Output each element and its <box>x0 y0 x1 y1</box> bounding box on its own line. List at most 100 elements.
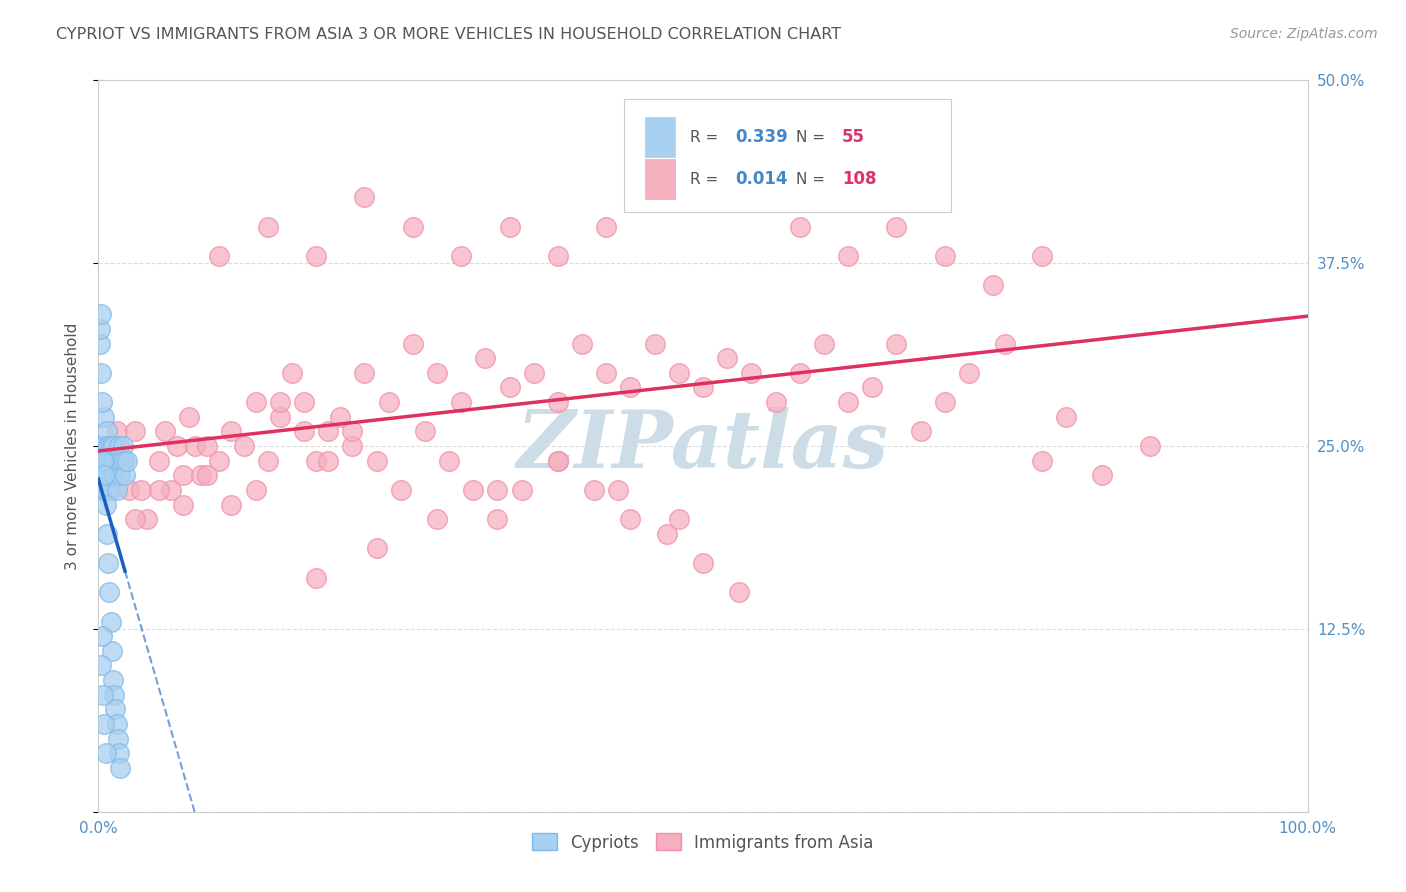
Point <box>117 453 139 467</box>
Point <box>316 425 339 439</box>
Point <box>94 483 117 497</box>
Point <box>619 380 641 394</box>
Text: 108: 108 <box>842 170 876 188</box>
Point <box>789 219 811 234</box>
Point <box>607 483 630 497</box>
Point <box>305 249 328 263</box>
Point <box>994 336 1017 351</box>
Point <box>934 249 956 263</box>
Point <box>813 336 835 351</box>
Point <box>486 512 509 526</box>
Point <box>97 468 120 483</box>
Point <box>595 366 617 380</box>
Point <box>342 425 364 439</box>
Point <box>269 395 291 409</box>
Point <box>256 219 278 234</box>
Text: 55: 55 <box>842 128 865 146</box>
Point <box>486 483 509 497</box>
Point <box>100 468 122 483</box>
Point <box>93 717 115 731</box>
Point <box>90 307 112 321</box>
Point <box>305 453 328 467</box>
Y-axis label: 3 or more Vehicles in Household: 3 or more Vehicles in Household <box>65 322 80 570</box>
Text: R =: R = <box>690 130 723 145</box>
Point <box>98 585 121 599</box>
Point <box>1139 439 1161 453</box>
Point <box>644 190 666 204</box>
Point <box>281 366 304 380</box>
Point <box>463 483 485 497</box>
Point <box>292 395 315 409</box>
FancyBboxPatch shape <box>645 117 675 158</box>
Point <box>97 439 120 453</box>
Text: Source: ZipAtlas.com: Source: ZipAtlas.com <box>1230 27 1378 41</box>
Point <box>101 468 124 483</box>
Point <box>221 425 243 439</box>
Point <box>547 395 569 409</box>
Point <box>184 439 207 453</box>
Point <box>105 483 128 497</box>
Point <box>981 278 1004 293</box>
Point <box>221 498 243 512</box>
Point <box>860 380 883 394</box>
Point <box>97 556 120 570</box>
Point <box>305 571 328 585</box>
Point <box>100 483 122 497</box>
Point <box>91 453 114 467</box>
Point <box>547 249 569 263</box>
Point <box>292 425 315 439</box>
Point <box>402 336 425 351</box>
Point <box>353 366 375 380</box>
Point <box>91 453 114 467</box>
Legend: Cypriots, Immigrants from Asia: Cypriots, Immigrants from Asia <box>526 827 880 858</box>
Point <box>118 483 141 497</box>
Point <box>789 366 811 380</box>
Point <box>547 453 569 467</box>
Point <box>692 380 714 394</box>
Point <box>269 409 291 424</box>
Point <box>366 453 388 467</box>
Point <box>135 512 157 526</box>
Point <box>96 425 118 439</box>
Point <box>124 425 146 439</box>
Point <box>256 453 278 467</box>
Point <box>190 468 212 483</box>
Point <box>129 483 152 497</box>
Text: R =: R = <box>690 171 723 186</box>
Point <box>547 453 569 467</box>
Point <box>595 219 617 234</box>
Point <box>114 468 136 483</box>
Point <box>124 512 146 526</box>
Point <box>166 439 188 453</box>
Point <box>100 644 122 658</box>
Point <box>90 439 112 453</box>
Point <box>692 161 714 175</box>
Point <box>1031 249 1053 263</box>
Point <box>716 351 738 366</box>
Point <box>96 453 118 467</box>
Point <box>583 483 606 497</box>
Point <box>108 761 131 775</box>
Point <box>245 395 267 409</box>
Point <box>329 409 352 424</box>
Point <box>195 468 218 483</box>
Point <box>93 468 115 483</box>
Point <box>91 468 114 483</box>
Point <box>98 483 121 497</box>
Point <box>160 483 183 497</box>
Point <box>103 453 125 467</box>
Text: ZIPatlas: ZIPatlas <box>517 408 889 484</box>
Point <box>104 702 127 716</box>
Point <box>179 409 201 424</box>
Point <box>1054 409 1077 424</box>
Point <box>523 366 546 380</box>
Point <box>94 498 117 512</box>
Point <box>377 395 399 409</box>
Point <box>426 366 449 380</box>
Point <box>91 395 114 409</box>
Point <box>112 453 135 467</box>
Point <box>108 746 131 760</box>
Point <box>91 483 114 497</box>
Point <box>1091 468 1114 483</box>
Point <box>208 453 231 467</box>
